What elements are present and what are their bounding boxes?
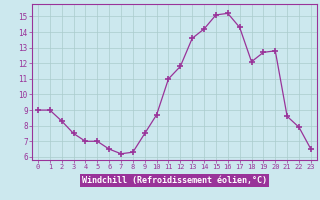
X-axis label: Windchill (Refroidissement éolien,°C): Windchill (Refroidissement éolien,°C) xyxy=(82,176,267,185)
